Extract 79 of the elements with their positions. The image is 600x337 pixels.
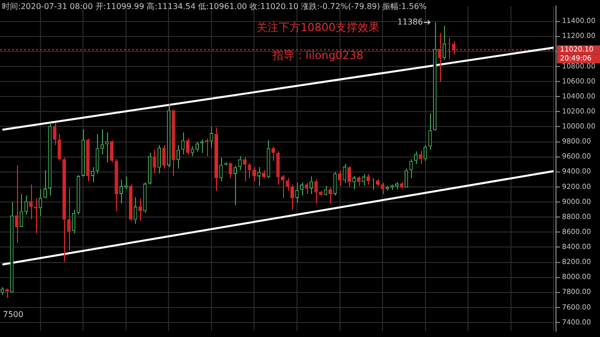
candlestick — [172, 110, 176, 176]
candlestick — [138, 198, 142, 222]
candlestick — [328, 187, 332, 204]
candlestick — [20, 193, 24, 228]
candlestick — [186, 138, 190, 155]
candlestick — [338, 170, 342, 187]
candlestick — [342, 163, 346, 184]
candlestick — [200, 139, 204, 154]
candlestick — [162, 144, 166, 170]
candlestick — [119, 179, 123, 204]
candlestick — [257, 166, 261, 187]
candlestick — [0, 286, 4, 296]
candlestick — [48, 122, 52, 196]
candlestick — [10, 201, 14, 292]
candlestick — [304, 182, 308, 194]
candlestick — [214, 127, 218, 192]
annotation: 7500 — [3, 310, 24, 319]
candlestick — [314, 179, 318, 204]
candlestick — [58, 133, 62, 162]
candlestick — [134, 196, 138, 224]
candlestick — [366, 174, 370, 185]
candlestick — [352, 175, 356, 190]
candlestick — [333, 171, 337, 196]
candlestick — [72, 209, 76, 234]
candlestick — [414, 150, 418, 164]
annotation: 指导：lilong0238 — [272, 48, 364, 62]
candlestick — [210, 126, 214, 149]
candlestick — [428, 112, 432, 150]
candlestick — [152, 149, 156, 174]
candlestick — [43, 170, 47, 198]
candlestick — [190, 146, 194, 157]
candlestick — [143, 182, 147, 214]
candlestick — [404, 168, 408, 188]
candlestick — [110, 140, 114, 163]
chart-title: 时间:2020-07-31 08:00 开:11099.99 高:11134.54 低:10961.00 收:11020.10 涨跌:-0.72%(-79.89) 振幅:1.56% — [2, 2, 428, 12]
candlestick — [38, 188, 42, 217]
candlestick — [424, 144, 428, 162]
candlestick — [166, 103, 170, 168]
candlestick — [376, 178, 380, 187]
candlestick — [409, 158, 413, 179]
candlestick — [233, 164, 238, 206]
annotation: 11386 — [397, 17, 423, 26]
candlestick — [62, 157, 66, 262]
candlestick — [128, 184, 132, 222]
candlestick — [105, 132, 109, 163]
candlestick — [433, 22, 437, 130]
candlestick — [24, 194, 28, 215]
candlestick — [114, 158, 118, 212]
annotation: 关注下方10800支撑效果 — [256, 20, 380, 34]
candlestick — [67, 187, 71, 252]
candlestick — [357, 176, 361, 187]
candlestick — [100, 128, 104, 155]
candlestick — [438, 32, 442, 82]
candlestick — [86, 138, 90, 182]
candlestick — [309, 176, 314, 194]
candlestick — [52, 122, 56, 146]
candlestick — [96, 133, 100, 174]
candlestick — [248, 162, 252, 179]
candlestick — [148, 152, 152, 185]
candlestick — [400, 182, 404, 190]
candlestick — [238, 156, 242, 171]
candlestick — [324, 186, 328, 195]
candlestick — [14, 164, 18, 244]
candlestick — [76, 174, 80, 215]
candlestick — [228, 162, 232, 179]
candlestick — [271, 146, 276, 162]
candlestick — [242, 156, 247, 182]
candlestick — [252, 166, 256, 182]
candlestick — [295, 182, 299, 203]
candlestick — [452, 40, 456, 55]
candlestick — [90, 166, 94, 183]
candlestick — [266, 140, 270, 179]
candlestick — [157, 144, 161, 174]
candlestick — [300, 182, 304, 196]
candlestick — [29, 184, 33, 220]
candlestick — [219, 157, 223, 182]
candlestick — [442, 25, 446, 60]
candlestick — [362, 174, 366, 186]
candlestick — [176, 144, 180, 170]
